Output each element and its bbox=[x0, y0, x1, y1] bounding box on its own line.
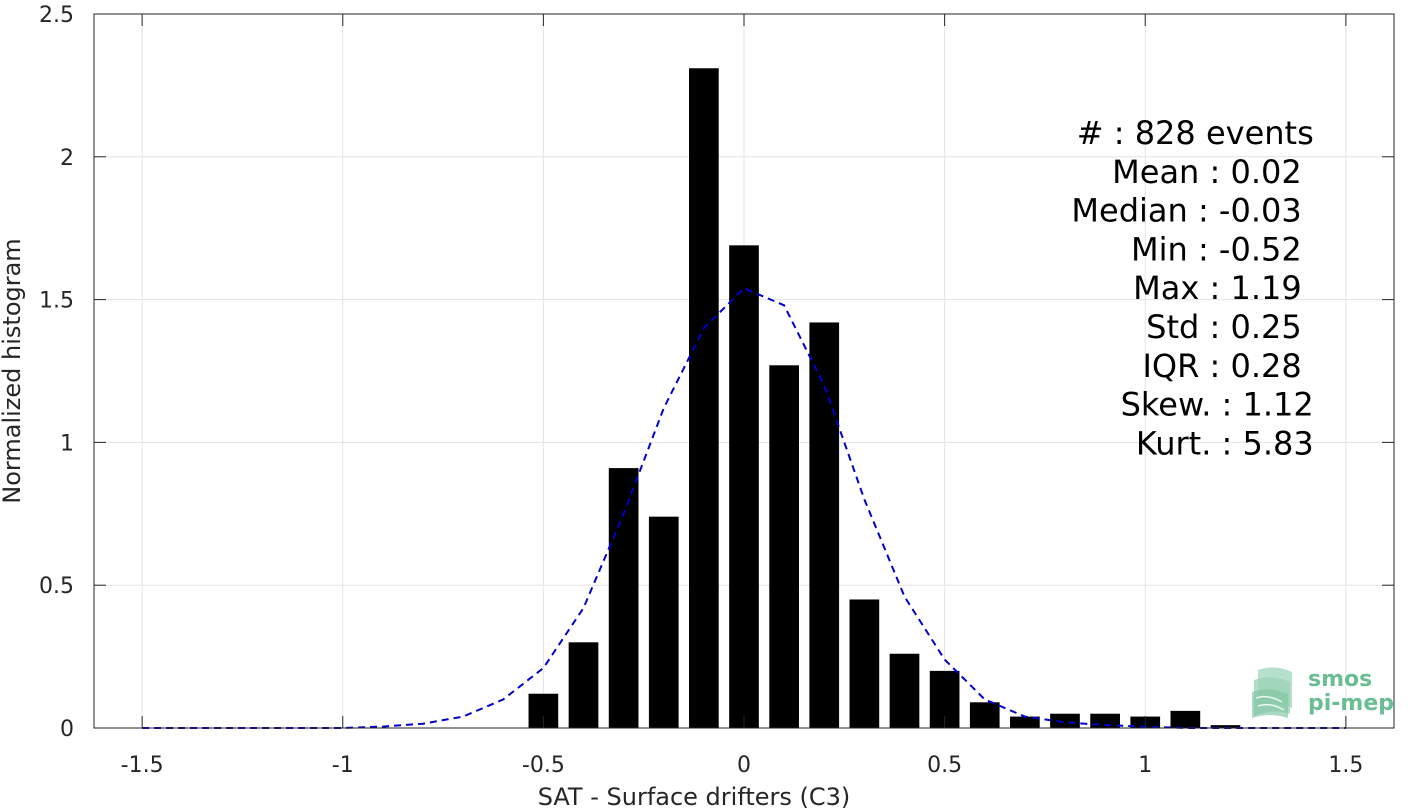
logo-waves-icon bbox=[1252, 667, 1292, 718]
histogram-bar bbox=[1010, 716, 1040, 728]
smos-pimep-logo: smos pi-mep bbox=[1252, 667, 1394, 718]
y-tick-label: 2 bbox=[60, 146, 74, 171]
x-tick-label: 1 bbox=[1138, 753, 1152, 778]
histogram-bar bbox=[608, 468, 639, 728]
x-tick-label: -0.5 bbox=[522, 753, 565, 778]
x-tick-label: -1 bbox=[332, 753, 354, 778]
histogram-bar bbox=[769, 365, 799, 728]
logo-text-smos: smos bbox=[1308, 667, 1372, 692]
stats-line: Max : 1.19 bbox=[1133, 269, 1302, 307]
y-tick-label: 2.5 bbox=[39, 3, 74, 28]
logo-text-pimep: pi-mep bbox=[1308, 691, 1394, 716]
histogram-bar bbox=[568, 642, 599, 728]
histogram-bars bbox=[528, 68, 1241, 729]
histogram-bar bbox=[648, 516, 679, 728]
x-tick-label: 1.5 bbox=[1328, 753, 1363, 778]
histogram-bar bbox=[729, 245, 759, 728]
x-tick-labels: -1.5 -1 -0.5 0 0.5 1 1.5 bbox=[121, 753, 1364, 778]
x-axis-title: SAT - Surface drifters (C3) bbox=[538, 783, 851, 809]
histogram-bar bbox=[889, 653, 920, 728]
histogram-bar bbox=[689, 68, 719, 729]
x-tick-label: 0 bbox=[737, 753, 751, 778]
histogram-bar bbox=[849, 599, 880, 728]
y-tick-labels: 0 0.5 1 1.5 2 2.5 bbox=[39, 3, 74, 742]
histogram-bar bbox=[969, 702, 1000, 728]
stats-line: Min : -0.52 bbox=[1131, 230, 1302, 268]
stats-line: Kurt. : 5.83 bbox=[1136, 424, 1314, 462]
x-tick-label: 0.5 bbox=[927, 753, 962, 778]
stats-line: IQR : 0.28 bbox=[1142, 347, 1301, 385]
histogram-bar bbox=[809, 322, 840, 728]
histogram-bar bbox=[1170, 710, 1201, 728]
stats-line: Std : 0.25 bbox=[1146, 308, 1302, 346]
axis-ticks bbox=[94, 13, 1394, 729]
y-tick-label: 1.5 bbox=[39, 289, 74, 314]
y-axis-title: Normalized histogram bbox=[0, 238, 26, 503]
histogram-bar bbox=[1210, 725, 1241, 728]
stats-line: Skew. : 1.12 bbox=[1121, 386, 1314, 424]
stats-line: # : 828 events bbox=[1077, 114, 1314, 152]
y-tick-label: 0.5 bbox=[39, 574, 74, 599]
y-tick-label: 0 bbox=[60, 717, 74, 742]
stats-line: Mean : 0.02 bbox=[1112, 153, 1302, 191]
x-tick-label: -1.5 bbox=[121, 753, 164, 778]
y-tick-label: 1 bbox=[60, 431, 74, 456]
stats-line: Median : -0.03 bbox=[1071, 192, 1301, 230]
histogram-bar bbox=[1050, 713, 1080, 728]
